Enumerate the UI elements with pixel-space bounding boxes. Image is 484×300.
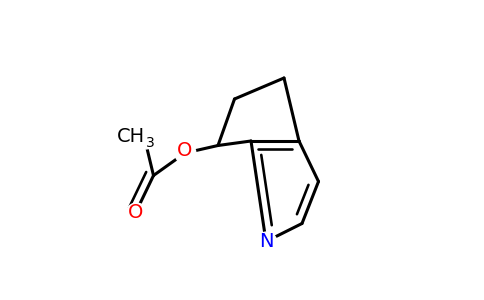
Text: CH: CH [116,127,145,146]
Text: O: O [128,203,143,223]
Text: 3: 3 [146,136,155,150]
Text: O: O [177,140,193,160]
Text: N: N [259,232,273,251]
